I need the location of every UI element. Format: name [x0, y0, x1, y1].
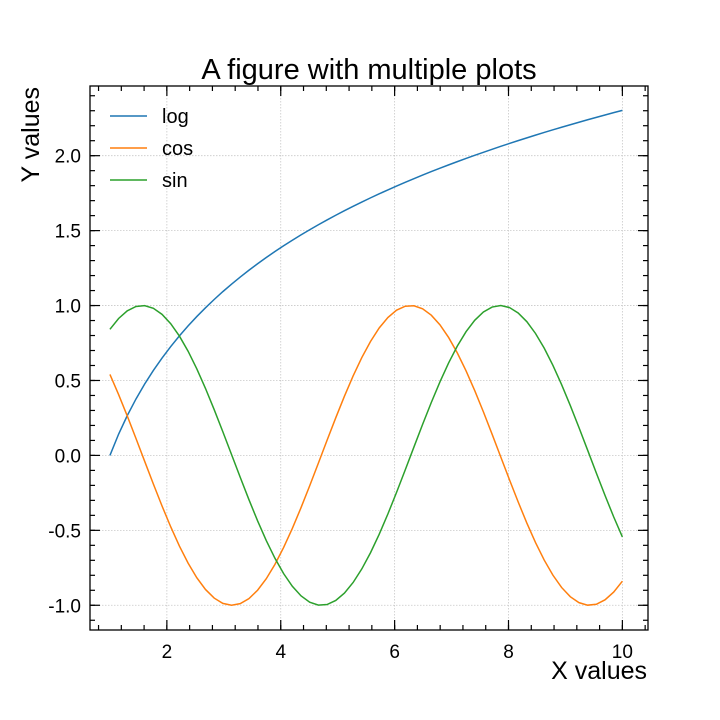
chart-title: A figure with multiple plots [201, 54, 536, 86]
series-line-cos [109, 305, 623, 607]
legend-label-log: log [162, 106, 189, 128]
legend-label-cos: cos [162, 138, 193, 160]
grid [90, 86, 648, 630]
x-axis-label: X values [551, 657, 647, 685]
y-tick-label: 0.0 [55, 446, 81, 467]
legend-label-sin: sin [162, 170, 188, 192]
x-tick-label: 2 [162, 642, 173, 663]
y-tick-label: -1.0 [48, 596, 81, 617]
x-tick-label: 10 [612, 642, 633, 663]
series-lines [109, 109, 624, 607]
y-axis-label: Y values [17, 87, 45, 182]
x-tick-label: 4 [275, 642, 286, 663]
y-tick-label: 1.5 [55, 222, 81, 243]
legend: log cos sin [110, 106, 193, 192]
series-line-sin [109, 304, 624, 606]
plot-frame [89, 85, 649, 631]
x-tick-label: 8 [503, 642, 514, 663]
y-tick-labels: -1.0 -0.5 0.0 0.5 1.0 1.5 2.0 [48, 147, 81, 618]
x-tick-label: 6 [389, 642, 400, 663]
y-tick-label: -0.5 [48, 521, 81, 542]
y-tick-label: 1.0 [55, 297, 81, 318]
y-tick-label: 0.5 [55, 371, 81, 392]
series-line-log [109, 109, 623, 456]
tick-marks [90, 86, 648, 630]
x-tick-labels: 2 4 6 8 10 [162, 642, 633, 663]
y-tick-label: 2.0 [55, 147, 81, 168]
